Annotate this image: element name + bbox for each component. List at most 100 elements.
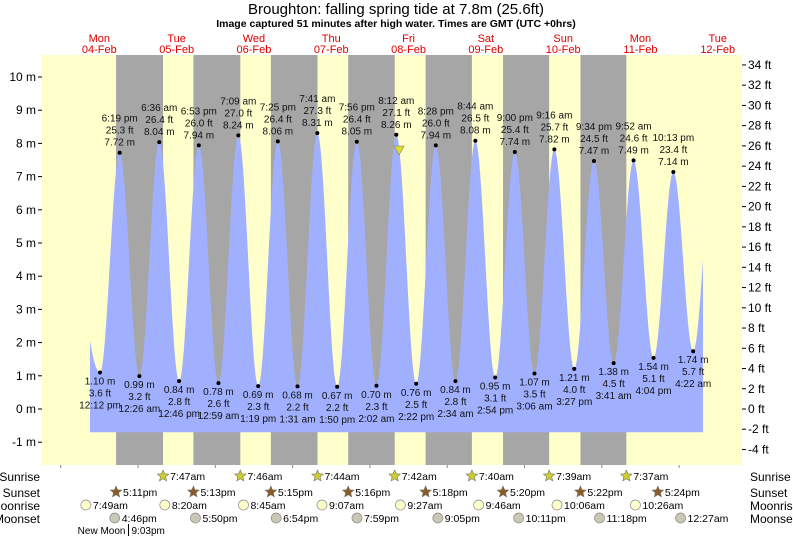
- high-tide-ft: 25.4 ft: [501, 125, 529, 136]
- low-tide-ft: 5.1 ft: [642, 374, 664, 385]
- low-tide-m: 0.68 m: [282, 390, 313, 401]
- moonrise-time: 9:46am: [486, 500, 521, 512]
- moonset-icon: [594, 512, 605, 524]
- tide-water-area: [90, 133, 703, 433]
- moon-phase-time: 9:03pm: [131, 526, 164, 537]
- high-tide-time: 7:25 pm: [260, 102, 296, 113]
- low-tide-ft: 2.6 ft: [207, 399, 229, 410]
- right-axis-label: 2 ft: [748, 382, 765, 396]
- sunrise-time: 7:39am: [556, 471, 591, 483]
- right-axis-label: 22 ft: [748, 179, 772, 193]
- moonset-icon: [190, 512, 201, 524]
- low-tide-ft: 2.2 ft: [286, 402, 308, 413]
- low-tide-point: [374, 383, 379, 388]
- low-tide-point: [532, 371, 537, 376]
- day-date: 05-Feb: [159, 44, 194, 56]
- right-axis-label: 16 ft: [748, 240, 772, 254]
- high-tide-m: 8.08 m: [460, 126, 491, 137]
- high-tide-time: 9:16 am: [536, 110, 572, 121]
- sunset-icon: [264, 485, 278, 498]
- sunset-time: 5:20pm: [510, 487, 545, 499]
- high-tide-m: 8.05 m: [342, 127, 373, 138]
- sunset-time: 5:22pm: [587, 487, 622, 499]
- high-tide-ft: 26.5 ft: [461, 114, 489, 125]
- moonrise-icon: [630, 499, 641, 511]
- high-tide-time: 9:52 am: [616, 121, 652, 132]
- moonrise-icon: [394, 499, 406, 511]
- low-tide-m: 1.38 m: [598, 367, 629, 378]
- sunrise-icon: [233, 469, 247, 482]
- high-tide-time: 6:36 am: [141, 103, 177, 114]
- high-tide-ft: 25.7 ft: [540, 122, 568, 133]
- moonrise-time: 9:07am: [329, 500, 364, 512]
- right-axis-label: 28 ft: [748, 119, 772, 133]
- moonrise-icon: [316, 499, 328, 511]
- left-axis-label: 4 m: [16, 269, 36, 283]
- low-tide-time: 4:22 am: [675, 379, 711, 390]
- high-tide-m: 7.47 m: [579, 146, 610, 157]
- current-level-marker: [393, 145, 405, 156]
- sunset-time: 5:16pm: [355, 487, 390, 499]
- moonset-icon: [675, 512, 686, 524]
- left-axis-label: 0 m: [16, 402, 36, 416]
- low-tide-m: 0.84 m: [164, 385, 195, 396]
- moonset-time: 4:46pm: [122, 513, 157, 525]
- low-tide-m: 0.70 m: [361, 390, 392, 401]
- low-tide-time: 3:41 am: [596, 391, 632, 402]
- high-tide-m: 7.14 m: [658, 157, 689, 168]
- sunrise-icon: [388, 469, 402, 482]
- day-date: 12-Feb: [700, 44, 735, 56]
- high-tide-m: 8.06 m: [263, 126, 294, 137]
- low-tide-ft: 2.3 ft: [247, 402, 269, 413]
- high-tide-time: 8:44 am: [457, 102, 493, 113]
- day-weekday: Wed: [243, 33, 265, 45]
- high-tide-ft: 26.4 ft: [343, 115, 371, 126]
- low-tide-ft: 4.0 ft: [563, 385, 585, 396]
- moonset-row-label-right: Moonset: [750, 512, 793, 526]
- high-tide-point: [315, 131, 320, 136]
- low-tide-time: 12:26 am: [119, 404, 161, 415]
- high-tide-ft: 27.0 ft: [224, 108, 252, 119]
- high-tide-point: [236, 133, 241, 138]
- high-tide-m: 7.49 m: [618, 145, 649, 156]
- high-tide-m: 8.31 m: [302, 118, 333, 129]
- low-tide-time: 2:34 am: [437, 409, 473, 420]
- high-tide-ft: 25.3 ft: [106, 126, 134, 137]
- moonset-time: 10:11pm: [526, 513, 566, 525]
- high-tide-ft: 26.4 ft: [264, 114, 292, 125]
- right-axis-label: 18 ft: [748, 220, 772, 234]
- day-weekday: Thu: [322, 33, 341, 45]
- high-tide-point: [117, 150, 122, 155]
- low-tide-m: 0.99 m: [124, 380, 155, 391]
- low-tide-m: 0.78 m: [203, 387, 234, 398]
- high-tide-m: 7.82 m: [539, 134, 570, 145]
- moonset-icon: [513, 512, 524, 524]
- moonrise-row-label-right: Moonrise: [750, 499, 793, 513]
- high-tide-point: [157, 140, 162, 145]
- moonset-time: 11:18pm: [607, 513, 647, 525]
- high-tide-m: 8.04 m: [144, 127, 175, 138]
- high-tide-time: 6:19 pm: [102, 114, 138, 125]
- low-tide-m: 0.84 m: [440, 385, 471, 396]
- sunrise-icon: [542, 469, 556, 482]
- sunset-icon: [651, 485, 665, 498]
- moonset-time: 7:59pm: [364, 513, 399, 525]
- left-axis-label: 2 m: [16, 336, 36, 350]
- moon-phase-label: New Moon: [78, 526, 126, 537]
- high-tide-m: 8.24 m: [223, 120, 254, 131]
- sunrise-time: 7:37am: [633, 471, 668, 483]
- sunrise-time: 7:40am: [479, 471, 514, 483]
- moonrise-time: 8:20am: [172, 500, 207, 512]
- right-axis-label: 14 ft: [748, 260, 772, 274]
- right-axis-label: 24 ft: [748, 159, 772, 173]
- right-axis-label: 8 ft: [748, 321, 765, 335]
- sunrise-time: 7:47am: [170, 471, 205, 483]
- low-tide-point: [177, 379, 182, 384]
- chart-title: Broughton: falling spring tide at 7.8m (…: [248, 1, 544, 18]
- low-tide-ft: 5.7 ft: [682, 367, 704, 378]
- low-tide-m: 1.07 m: [519, 377, 550, 388]
- sunset-time: 5:15pm: [278, 487, 313, 499]
- moonrise-icon: [551, 499, 563, 511]
